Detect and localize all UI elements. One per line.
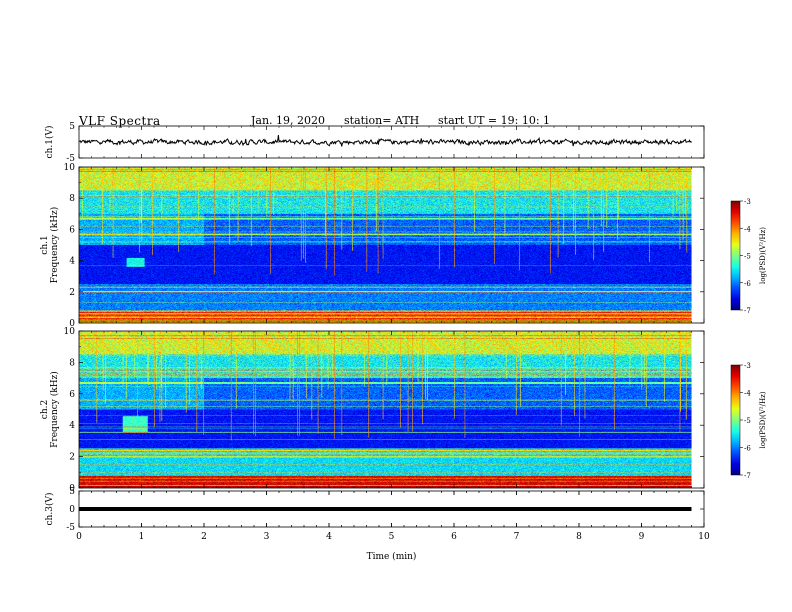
y-tick-label: 2 xyxy=(69,453,75,463)
colorbar-tick-label: -6 xyxy=(744,280,751,288)
y-axis-label: ch.1(V) xyxy=(44,126,55,159)
y-tick-label: 10 xyxy=(64,327,76,337)
colorbar-tick-label: -4 xyxy=(744,225,751,233)
colorbar-label: log(PSD)(V²/Hz) xyxy=(759,391,767,448)
y-tick-label: -5 xyxy=(66,523,75,533)
y-tick-label: -5 xyxy=(66,154,75,164)
y-axis-label: Frequency (kHz) xyxy=(49,207,60,284)
colorbar-tick-label: -6 xyxy=(744,445,751,453)
y-tick-label: 5 xyxy=(69,122,75,132)
x-tick-label: 8 xyxy=(576,532,582,542)
colorbar-tick-label: -5 xyxy=(744,417,751,425)
waveform-trace xyxy=(78,135,692,147)
x-tick-label: 5 xyxy=(389,532,395,542)
x-tick-label: 1 xyxy=(139,532,145,542)
y-tick-label: 2 xyxy=(69,288,75,298)
y-tick-label: 0 xyxy=(69,484,75,494)
y-axis-label: ch.3(V) xyxy=(44,493,55,526)
x-axis-label: Time (min) xyxy=(367,551,417,562)
colorbar-tick-label: -3 xyxy=(744,198,751,206)
y-tick-label: 8 xyxy=(69,358,75,368)
y-tick-label: 0 xyxy=(69,505,75,515)
x-tick-label: 0 xyxy=(76,532,82,542)
spectrogram-image-ch2-spectrogram xyxy=(79,331,704,488)
y-tick-label: 0 xyxy=(69,319,75,329)
x-tick-label: 3 xyxy=(264,532,270,542)
station-label: station= ATH xyxy=(344,114,420,127)
y-tick-label: 6 xyxy=(69,390,75,400)
x-tick-label: 4 xyxy=(326,532,332,542)
colorbar-tick-label: -7 xyxy=(744,472,751,480)
y-tick-label: 4 xyxy=(69,421,75,431)
colorbar-ch1-spectrogram xyxy=(730,200,741,311)
colorbar-tick-label: -5 xyxy=(744,253,751,261)
y-tick-label: 10 xyxy=(64,163,76,173)
x-tick-label: 9 xyxy=(639,532,645,542)
x-tick-label: 7 xyxy=(514,532,520,542)
y-tick-label: 8 xyxy=(69,194,75,204)
y-axis-label: Frequency (kHz) xyxy=(49,371,60,448)
spectrogram-image-ch1-spectrogram xyxy=(79,167,704,323)
chart-title: VLF Spectra xyxy=(79,114,161,128)
y-tick-label: 6 xyxy=(69,225,75,235)
x-tick-label: 10 xyxy=(698,532,710,542)
x-tick-label: 6 xyxy=(451,532,457,542)
x-tick-label: 2 xyxy=(201,532,207,542)
y-axis-label: ch.2 xyxy=(40,400,50,419)
y-axis-label: ch.1 xyxy=(40,235,50,254)
colorbar-ch2-spectrogram xyxy=(730,364,741,476)
colorbar-tick-label: -3 xyxy=(744,362,751,370)
y-tick-label: 4 xyxy=(69,257,75,267)
start-time-label: start UT = 19: 10: 1 xyxy=(438,114,551,127)
colorbar-label: log(PSD)(V²/Hz) xyxy=(759,227,767,284)
y-tick-label: 5 xyxy=(69,487,75,497)
colorbar-tick-label: -4 xyxy=(744,390,751,398)
colorbar-tick-label: -7 xyxy=(744,307,751,315)
date-label: Jan. 19, 2020 xyxy=(251,114,326,127)
